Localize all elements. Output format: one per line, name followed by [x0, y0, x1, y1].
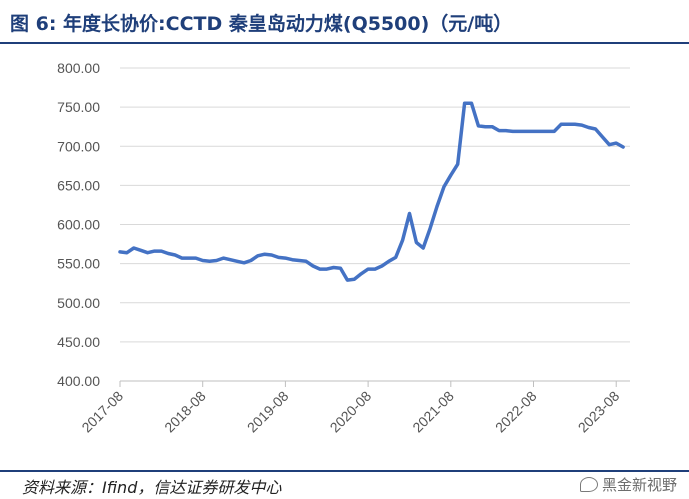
y-tick-label: 600.00 [57, 217, 100, 233]
x-tick-label: 2023-08 [575, 388, 623, 436]
x-tick-label: 2017-08 [78, 388, 126, 436]
title-divider [0, 42, 689, 44]
watermark-text: 黑金新视野 [601, 476, 677, 494]
y-tick-label: 750.00 [57, 99, 100, 115]
y-tick-label: 400.00 [57, 373, 100, 389]
wechat-icon [579, 477, 598, 492]
y-tick-label: 800.00 [57, 60, 100, 76]
y-tick-label: 550.00 [57, 256, 100, 272]
gridlines [120, 67, 630, 343]
series-group [118, 101, 625, 282]
x-axis: 2017-08 2018-08 2019-08 2020-08 2021-08 2022-… [78, 380, 630, 436]
line-chart: 400.00 450.00 500.00 550.00 600.00 650.00 700.… [57, 60, 630, 436]
chart-title: 图 6: 年度长协价:CCTD 秦皇岛动力煤(Q5500)（元/吨） [10, 13, 513, 35]
watermark: 黑金新视野 [579, 474, 677, 495]
y-tick-label: 700.00 [57, 138, 100, 154]
source-note: 资料来源：Ifind，信达证券研发中心 [22, 478, 282, 497]
x-tick-label: 2021-08 [409, 388, 457, 436]
x-tick-label: 2022-08 [492, 388, 540, 436]
y-tick-label: 450.00 [57, 334, 100, 350]
footer-divider [0, 470, 689, 472]
x-tick-label: 2020-08 [327, 388, 375, 436]
series-line [118, 101, 625, 282]
y-tick-label: 650.00 [57, 177, 100, 193]
x-tick-label: 2018-08 [161, 388, 209, 436]
y-axis: 400.00 450.00 500.00 550.00 600.00 650.00 700.… [57, 60, 100, 389]
x-tick-label: 2019-08 [244, 388, 292, 436]
y-tick-label: 500.00 [57, 295, 100, 311]
